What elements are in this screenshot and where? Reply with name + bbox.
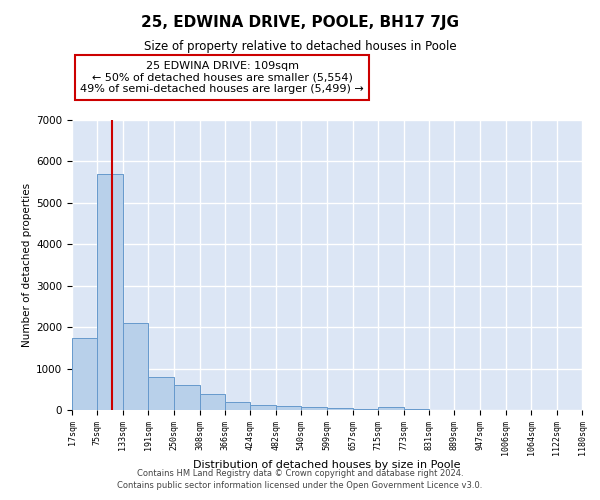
Bar	[123, 323, 148, 410]
Bar	[378, 406, 404, 410]
Bar	[404, 409, 429, 410]
Bar	[327, 408, 353, 410]
Text: Size of property relative to detached houses in Poole: Size of property relative to detached ho…	[143, 40, 457, 53]
Text: 25, EDWINA DRIVE, POOLE, BH17 7JG: 25, EDWINA DRIVE, POOLE, BH17 7JG	[141, 15, 459, 30]
Bar	[225, 402, 250, 410]
Text: 25 EDWINA DRIVE: 109sqm
← 50% of detached houses are smaller (5,554)
49% of semi: 25 EDWINA DRIVE: 109sqm ← 50% of detache…	[80, 61, 364, 94]
X-axis label: Distribution of detached houses by size in Poole: Distribution of detached houses by size …	[193, 460, 461, 470]
Bar	[200, 394, 225, 410]
Bar	[301, 406, 327, 410]
Bar	[353, 409, 378, 410]
Bar	[148, 377, 174, 410]
Bar	[250, 405, 276, 410]
Y-axis label: Number of detached properties: Number of detached properties	[22, 183, 32, 347]
Bar	[97, 174, 123, 410]
Bar	[276, 406, 301, 410]
Bar	[72, 338, 97, 410]
Text: Contains HM Land Registry data © Crown copyright and database right 2024.: Contains HM Land Registry data © Crown c…	[137, 468, 463, 477]
Text: Contains public sector information licensed under the Open Government Licence v3: Contains public sector information licen…	[118, 481, 482, 490]
Bar	[174, 385, 200, 410]
